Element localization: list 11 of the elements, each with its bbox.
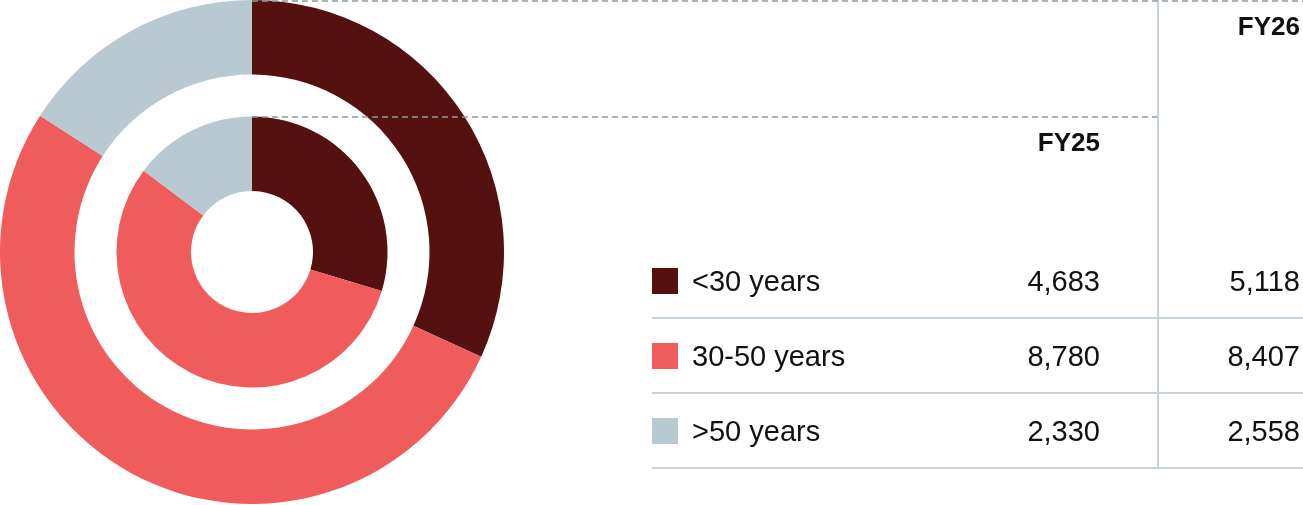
data-label: 4,683 (1027, 263, 1100, 298)
legend-label: 30-50 years (692, 338, 846, 373)
legend-label: <30 years (692, 263, 821, 298)
data-label: 2,330 (1027, 413, 1100, 448)
data-label: 5,118 (1229, 263, 1300, 298)
data-label: 2,558 (1227, 413, 1300, 448)
data-label: 8,407 (1227, 338, 1300, 373)
slice-label: FY25 (1037, 126, 1100, 157)
data-label: 8,780 (1027, 338, 1100, 373)
legend-label: >50 years (692, 413, 821, 448)
slice-label: FY26 (1237, 11, 1300, 41)
